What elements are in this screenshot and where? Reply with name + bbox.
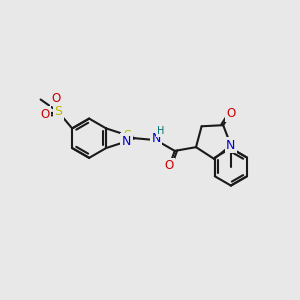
Text: N: N bbox=[226, 139, 236, 152]
Text: H: H bbox=[157, 126, 165, 136]
Text: S: S bbox=[123, 129, 131, 142]
Text: S: S bbox=[54, 105, 62, 119]
Text: N: N bbox=[152, 132, 161, 145]
Text: O: O bbox=[165, 159, 174, 172]
Text: N: N bbox=[122, 135, 131, 148]
Text: O: O bbox=[51, 92, 61, 105]
Text: O: O bbox=[226, 107, 235, 120]
Text: O: O bbox=[40, 108, 50, 121]
